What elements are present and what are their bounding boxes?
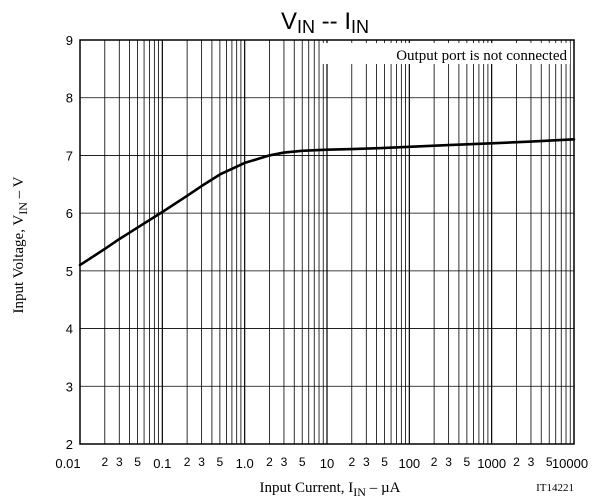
x-minor-tick-label: 5 <box>299 455 306 469</box>
x-minor-tick-label: 2 <box>184 455 191 469</box>
x-tick-label: 1000 <box>477 456 506 471</box>
y-tick-label: 6 <box>66 206 73 221</box>
x-tick-label: 10000 <box>552 456 588 471</box>
x-minor-tick-label: 3 <box>116 455 123 469</box>
grid <box>80 40 574 444</box>
y-tick-label: 2 <box>66 437 73 452</box>
series-line-1 <box>78 137 576 267</box>
x-minor-tick-label: 5 <box>217 455 224 469</box>
x-minor-tick-label: 5 <box>546 455 553 469</box>
plot-border <box>79 39 575 445</box>
x-minor-tick-label: 5 <box>464 455 471 469</box>
x-tick-label: 1.0 <box>236 456 254 471</box>
x-tick-label: 0.1 <box>153 456 171 471</box>
y-tick-label: 8 <box>66 91 73 106</box>
y-axis-label: Input Voltage, VIN – V <box>11 176 30 313</box>
x-minor-tick-label: 3 <box>198 455 205 469</box>
figure-id: IT14221 <box>536 482 574 494</box>
y-tick-label: 4 <box>66 322 73 337</box>
plot-frame <box>79 39 575 445</box>
y-tick-label: 5 <box>66 264 73 279</box>
y-tick-label: 9 <box>66 33 73 48</box>
x-tick-label: 100 <box>398 456 420 471</box>
x-minor-tick-label: 3 <box>528 455 535 469</box>
x-minor-tick-label: 3 <box>281 455 288 469</box>
x-minor-tick-label: 3 <box>363 455 370 469</box>
x-minor-tick-label: 2 <box>348 455 355 469</box>
x-minor-tick-label: 5 <box>381 455 388 469</box>
y-tick-label: 3 <box>66 379 73 394</box>
x-axis-label: Input Current, IIN – µA <box>260 480 401 499</box>
chart-title: VIN -- IIN <box>281 8 369 37</box>
series-layer <box>78 137 576 267</box>
y-tick-label: 7 <box>66 148 73 163</box>
y-tick-labels: 2 3 4 5 6 7 8 9 <box>66 33 73 452</box>
x-minor-tick-label: 2 <box>431 455 438 469</box>
x-tick-label: 10 <box>320 456 334 471</box>
annotation-background <box>320 43 570 64</box>
x-minor-tick-label: 2 <box>513 455 520 469</box>
x-minor-tick-label: 2 <box>266 455 273 469</box>
annotation-text: Output port is not connected <box>396 48 567 64</box>
x-minor-tick-label: 3 <box>445 455 452 469</box>
x-tick-label: 0.01 <box>55 456 80 471</box>
x-minor-tick-label: 5 <box>134 455 141 469</box>
x-minor-tick-label: 2 <box>101 455 108 469</box>
